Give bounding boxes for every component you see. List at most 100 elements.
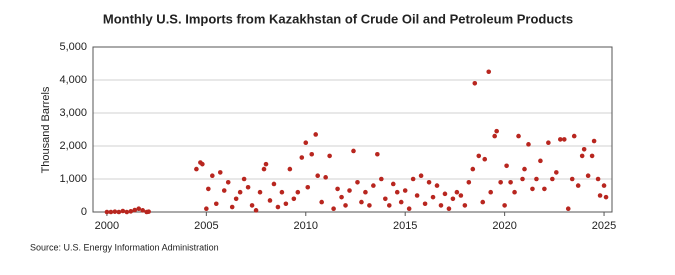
data-point [398, 199, 404, 205]
data-point [375, 151, 380, 157]
data-point [516, 133, 521, 139]
data-point [347, 188, 352, 193]
data-point [194, 166, 199, 172]
data-point [542, 186, 547, 192]
data-point [434, 183, 440, 188]
data-point [132, 207, 138, 213]
data-point [379, 176, 384, 182]
data-point [550, 176, 555, 182]
data-point [591, 138, 597, 144]
data-point [426, 180, 432, 185]
data-point [486, 69, 492, 75]
data-point [520, 176, 525, 182]
data-point [116, 209, 122, 215]
data-point [229, 204, 235, 210]
data-point [394, 189, 400, 195]
x-tick-label: 2015 [393, 220, 417, 232]
data-point [331, 206, 336, 211]
data-point [482, 156, 488, 162]
data-point [438, 203, 444, 208]
x-tick-label: 2020 [492, 220, 516, 232]
data-point [261, 166, 267, 172]
data-point [355, 180, 360, 185]
data-point [140, 208, 146, 213]
data-point [561, 137, 567, 142]
data-point [597, 193, 603, 198]
data-point [504, 163, 509, 169]
x-tick-label: 2010 [294, 220, 318, 232]
data-point [430, 194, 436, 200]
data-point [271, 181, 277, 187]
data-point [237, 189, 243, 195]
data-point [253, 208, 259, 213]
y-tick-label: 5,000 [59, 41, 87, 53]
data-point [470, 166, 476, 172]
data-point [575, 183, 581, 188]
y-tick-label: 3,000 [59, 107, 87, 119]
data-point [200, 161, 205, 167]
data-point [557, 137, 563, 142]
data-point [458, 193, 464, 198]
data-point [498, 180, 503, 185]
data-point [299, 155, 305, 160]
y-axis-label: Thousand Barrels [40, 86, 52, 173]
data-point [446, 206, 452, 211]
data-point [319, 199, 324, 205]
data-point [213, 201, 219, 207]
data-point [546, 140, 551, 145]
data-point [595, 176, 601, 182]
data-point [217, 170, 223, 175]
y-tick-label: 0 [81, 206, 87, 218]
data-point [508, 180, 513, 185]
data-point [488, 189, 494, 195]
data-point [502, 203, 507, 208]
data-point [245, 184, 251, 190]
x-tick-label: 2000 [95, 220, 119, 232]
data-point [305, 184, 311, 190]
data-point [204, 206, 209, 211]
data-point [414, 193, 420, 198]
data-point [283, 201, 289, 207]
chart-title: Monthly U.S. Imports from Kazakhstan of … [103, 11, 573, 26]
data-point [327, 153, 332, 159]
data-point [291, 196, 297, 202]
data-point [108, 209, 114, 215]
data-point [295, 189, 301, 195]
data-point [206, 186, 211, 192]
data-point [287, 166, 293, 172]
data-point [462, 203, 468, 208]
data-point [249, 203, 255, 208]
x-tick-label: 2025 [592, 220, 616, 232]
data-point [323, 175, 328, 180]
data-point [315, 173, 321, 178]
data-point [335, 186, 340, 192]
data-point [112, 209, 118, 214]
data-point [104, 209, 110, 215]
data-point [526, 142, 531, 147]
data-point [120, 208, 126, 214]
data-point [480, 199, 486, 205]
data-point [241, 176, 247, 182]
data-point [569, 176, 575, 182]
data-point [585, 173, 591, 178]
data-point [146, 209, 151, 214]
data-point [339, 194, 344, 200]
data-point [554, 170, 559, 175]
data-point [571, 133, 577, 139]
data-point [303, 140, 309, 145]
data-point [257, 189, 263, 195]
data-point [343, 203, 348, 208]
data-point [418, 173, 424, 178]
data-point [367, 203, 372, 208]
data-point [313, 132, 319, 137]
data-point [275, 204, 281, 210]
data-point [363, 189, 368, 195]
data-point [454, 189, 460, 195]
data-point [221, 188, 227, 193]
data-point [538, 158, 543, 164]
plot-frame [92, 46, 613, 213]
data-point [522, 166, 527, 172]
data-point [466, 180, 472, 185]
data-point [390, 181, 396, 187]
